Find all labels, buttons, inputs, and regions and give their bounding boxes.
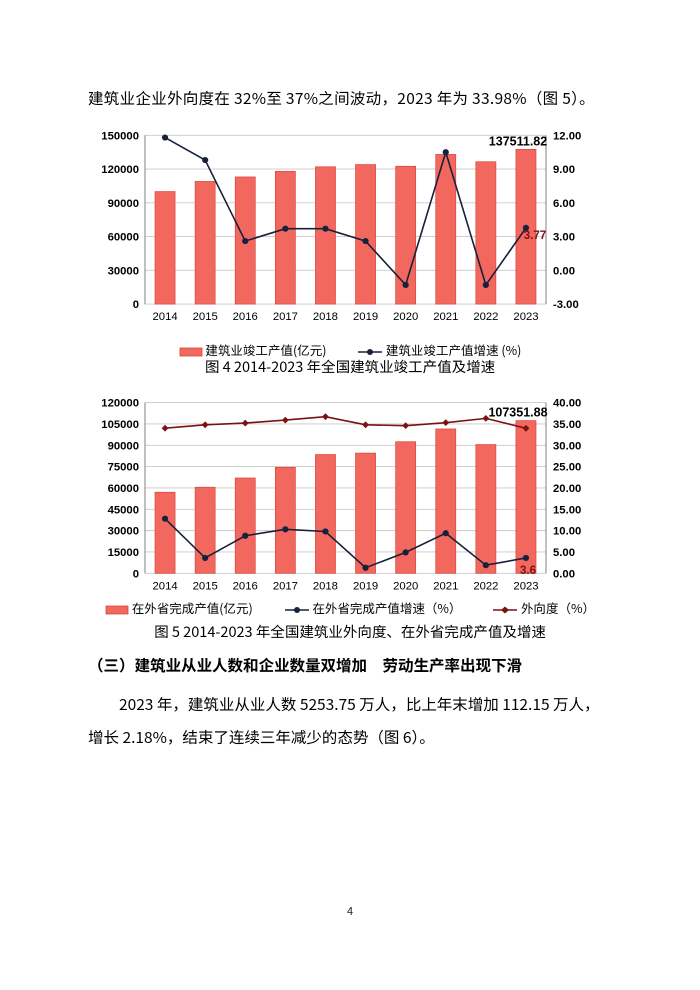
svg-text:107351.88: 107351.88 xyxy=(488,406,547,420)
svg-text:90000: 90000 xyxy=(108,440,139,452)
svg-text:2014: 2014 xyxy=(153,580,178,592)
svg-text:60000: 60000 xyxy=(108,232,139,244)
svg-text:15000: 15000 xyxy=(108,547,139,559)
svg-text:2021: 2021 xyxy=(433,311,458,323)
svg-text:2019: 2019 xyxy=(353,580,378,592)
svg-text:105000: 105000 xyxy=(101,419,139,431)
svg-text:30000: 30000 xyxy=(108,265,139,277)
svg-text:3.00: 3.00 xyxy=(553,232,575,244)
svg-text:137511.82: 137511.82 xyxy=(489,134,547,148)
svg-text:2016: 2016 xyxy=(233,580,258,592)
svg-text:2015: 2015 xyxy=(193,580,218,592)
svg-text:120000: 120000 xyxy=(101,398,139,410)
svg-text:2022: 2022 xyxy=(473,311,498,323)
svg-text:15.00: 15.00 xyxy=(553,504,581,516)
svg-text:3.77: 3.77 xyxy=(524,230,546,242)
svg-text:2014: 2014 xyxy=(153,311,178,323)
svg-text:12.00: 12.00 xyxy=(553,130,581,142)
svg-text:9.00: 9.00 xyxy=(553,164,575,176)
svg-text:25.00: 25.00 xyxy=(553,462,581,474)
svg-text:2023: 2023 xyxy=(513,580,538,592)
svg-text:2020: 2020 xyxy=(393,580,418,592)
svg-text:75000: 75000 xyxy=(108,462,139,474)
svg-text:90000: 90000 xyxy=(108,198,139,210)
svg-text:2019: 2019 xyxy=(353,311,378,323)
svg-text:60000: 60000 xyxy=(108,483,139,495)
svg-text:2017: 2017 xyxy=(273,580,298,592)
svg-text:40.00: 40.00 xyxy=(553,398,581,410)
svg-text:120000: 120000 xyxy=(101,164,139,176)
svg-text:20.00: 20.00 xyxy=(553,483,581,495)
svg-text:30000: 30000 xyxy=(108,526,139,538)
svg-text:2022: 2022 xyxy=(473,580,498,592)
svg-text:150000: 150000 xyxy=(101,130,139,142)
svg-text:0: 0 xyxy=(133,299,139,311)
svg-text:2018: 2018 xyxy=(313,580,338,592)
svg-text:2021: 2021 xyxy=(433,580,458,592)
svg-text:45000: 45000 xyxy=(108,504,139,516)
svg-text:0.00: 0.00 xyxy=(553,265,575,277)
svg-text:2020: 2020 xyxy=(393,311,418,323)
svg-text:35.00: 35.00 xyxy=(553,419,581,431)
svg-text:30.00: 30.00 xyxy=(553,440,581,452)
svg-text:2017: 2017 xyxy=(273,311,298,323)
svg-text:2015: 2015 xyxy=(193,311,218,323)
svg-text:10.00: 10.00 xyxy=(553,526,581,538)
svg-text:3.6: 3.6 xyxy=(520,565,536,577)
svg-text:6.00: 6.00 xyxy=(553,198,575,210)
svg-text:5.00: 5.00 xyxy=(553,547,575,559)
svg-text:2023: 2023 xyxy=(513,311,538,323)
svg-text:2018: 2018 xyxy=(313,311,338,323)
svg-text:0.00: 0.00 xyxy=(553,568,575,580)
svg-text:-3.00: -3.00 xyxy=(553,299,579,311)
svg-text:2016: 2016 xyxy=(233,311,258,323)
svg-text:0: 0 xyxy=(133,568,139,580)
